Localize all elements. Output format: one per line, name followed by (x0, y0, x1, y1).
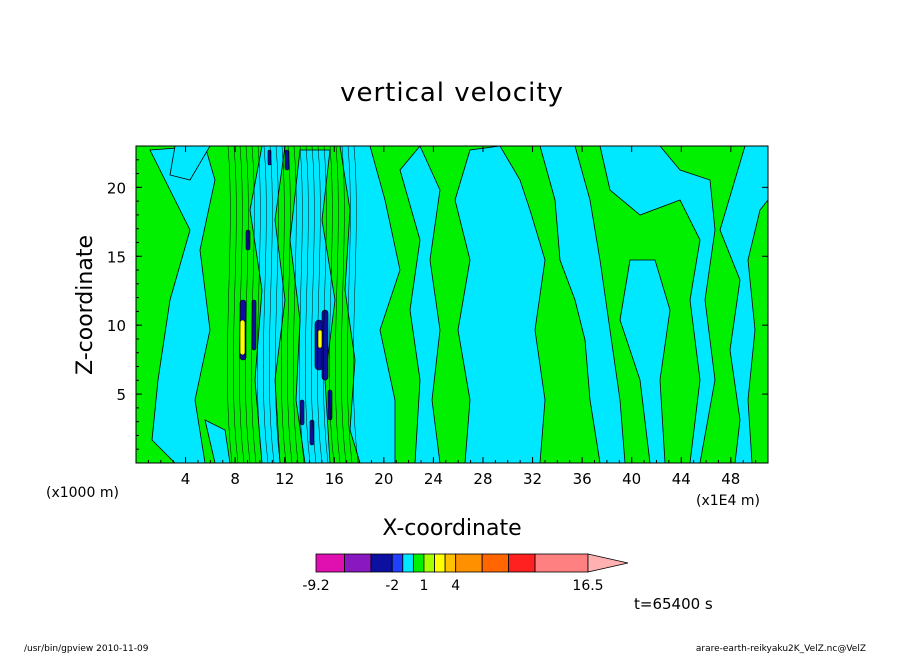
colorbar-segment (455, 553, 483, 573)
negative-region-2 (204, 419, 231, 463)
x-axis-ticks: 4 8 12 16 20 24 28 32 36 40 44 48 (147, 146, 757, 488)
footer-right: arare-earth-reikyaku2K_VelZ.nc@VelZ (696, 644, 866, 654)
time-label: t=65400 s (634, 595, 713, 613)
x-tick-label: 16 (325, 470, 344, 488)
extreme-streak-4 (251, 299, 257, 351)
colorbar-segment (344, 553, 372, 573)
colorbar-segment (423, 553, 435, 573)
plot-frame (135, 145, 769, 464)
contour-line (305, 146, 311, 463)
x-tick-label: 48 (721, 470, 740, 488)
x-tick-label: 40 (622, 470, 641, 488)
negative-region-1 (149, 146, 216, 463)
x-tick-label: 12 (275, 470, 294, 488)
colorbar-segment (412, 553, 425, 573)
negative-region-12 (169, 146, 211, 181)
negative-region-8 (539, 146, 626, 463)
x-tick-label: 20 (374, 470, 393, 488)
contour-line (353, 146, 359, 463)
colorbar-label: 4 (451, 578, 460, 594)
contour-line (251, 146, 257, 463)
negative-region-11 (619, 259, 671, 463)
x-unit-label: (x1000 m) (46, 485, 119, 501)
colorbar-segment (534, 553, 589, 573)
negative-region-7 (454, 146, 546, 463)
x-scale-label: (x1E4 m) (696, 493, 760, 509)
contour-line (275, 146, 281, 463)
y-tick-label: 10 (107, 317, 126, 335)
y-axis-ticks: 5 10 15 20 (107, 159, 768, 450)
contour-field (149, 146, 768, 463)
contour-line (257, 146, 263, 463)
colorbar-segment (444, 553, 457, 573)
x-tick-label: 24 (424, 470, 443, 488)
x-tick-label: 32 (523, 470, 542, 488)
x-tick-label: 36 (573, 470, 592, 488)
colorbar-label: -9.2 (302, 578, 329, 594)
contour-line (311, 146, 317, 463)
contour-line (335, 146, 341, 463)
colorbar-label: 1 (419, 578, 428, 594)
contour-line (323, 146, 329, 463)
contour-line (263, 146, 269, 463)
contour-line (287, 146, 293, 463)
colorbar-label: -2 (385, 578, 399, 594)
y-tick-label: 15 (107, 248, 126, 266)
plot-area (135, 145, 769, 464)
x-axis-title: X-coordinate (382, 516, 521, 541)
contour-line (329, 146, 335, 463)
colorbar-segment (402, 553, 414, 573)
extreme-streak-7 (317, 329, 323, 349)
colorbar-segment (391, 553, 404, 573)
extreme-streak-3 (239, 319, 246, 356)
contour-line (347, 146, 353, 463)
colorbar-segment (315, 553, 345, 573)
y-tick-label: 20 (107, 179, 126, 197)
contour-line (341, 146, 347, 463)
chart-title: vertical velocity (340, 78, 564, 108)
footer-left: /usr/bin/gpview 2010-11-09 (24, 644, 149, 654)
negative-region-6 (399, 146, 441, 463)
y-tick-label: 5 (116, 386, 126, 404)
x-tick-label: 4 (181, 470, 191, 488)
colorbar-label: 16.5 (572, 578, 603, 594)
colorbar-segment (481, 553, 510, 573)
x-tick-label: 44 (672, 470, 691, 488)
contour-line (317, 146, 323, 463)
negative-region-10 (719, 146, 768, 463)
contour-line (245, 146, 251, 463)
colorbar-segment (434, 553, 446, 573)
contour-line (281, 146, 287, 463)
colorbar-segment (370, 553, 393, 573)
colorbar-arrow (587, 553, 629, 573)
x-tick-label: 8 (230, 470, 240, 488)
colorbar-segment (508, 553, 536, 573)
y-axis-title: Z-coordinate (73, 235, 98, 375)
contour-line (227, 146, 233, 463)
extreme-streak-6 (321, 309, 329, 381)
contour-line (233, 146, 239, 463)
contour-line (269, 146, 275, 463)
negative-region-9 (599, 146, 716, 463)
contour-line (293, 146, 299, 463)
contour-line (239, 146, 245, 463)
contour-line (299, 146, 305, 463)
negative-region-5 (339, 146, 401, 463)
x-tick-label: 28 (473, 470, 492, 488)
colorbar: -9.2 -2 1 4 16.5 (302, 553, 629, 594)
